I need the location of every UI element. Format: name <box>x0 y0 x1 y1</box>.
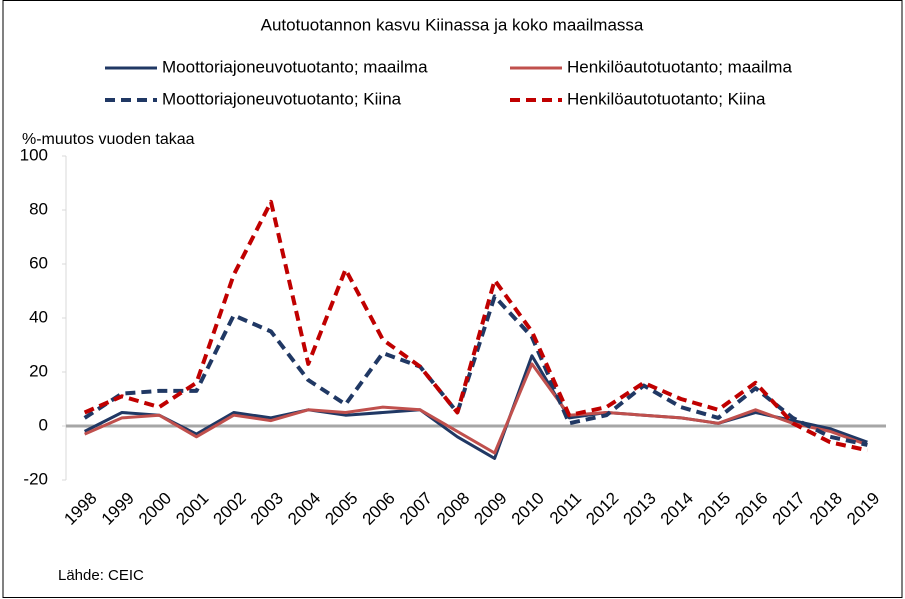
legend-label: Moottoriajoneuvotuotanto; maailma <box>162 57 428 76</box>
x-tick-label: 2001 <box>172 489 212 529</box>
legend-label: Henkilöautotuotanto; maailma <box>567 57 792 76</box>
y-tick-label: 20 <box>29 361 48 380</box>
legend-label: Moottoriajoneuvotuotanto; Kiina <box>162 89 402 108</box>
x-tick-label: 2015 <box>694 489 734 529</box>
source: Lähde: CEIC <box>58 567 144 584</box>
x-tick-label: 2006 <box>359 489 399 529</box>
x-tick-label: 2017 <box>769 489 809 529</box>
y-tick-label: 100 <box>20 145 48 164</box>
y-tick-label: 40 <box>29 307 48 326</box>
x-tick-label: 2000 <box>135 489 175 529</box>
x-tick-label: 2016 <box>731 489 771 529</box>
x-tick-label: 2002 <box>210 489 250 529</box>
x-tick-label: 2013 <box>620 489 660 529</box>
y-tick-label: 80 <box>29 199 48 218</box>
x-tick-label: 2007 <box>396 489 436 529</box>
x-tick-label: 2014 <box>657 489 697 529</box>
x-tick-label: 2004 <box>284 489 324 529</box>
legend-label: Henkilöautotuotanto; Kiina <box>567 89 766 108</box>
x-tick-label: 2008 <box>433 489 473 529</box>
chart-title: Autotuotannon kasvu Kiinassa ja koko maa… <box>261 15 644 34</box>
x-tick-label: 2019 <box>843 489 883 529</box>
y-tick-label: 60 <box>29 253 48 272</box>
x-tick-label: 2005 <box>321 489 361 529</box>
line-series <box>84 362 868 455</box>
line-series <box>83 199 868 453</box>
x-tick-label: 2009 <box>470 489 510 529</box>
x-tick-label: 2018 <box>806 489 846 529</box>
x-tick-label: 1998 <box>60 489 100 529</box>
x-tick-label: 2012 <box>582 489 622 529</box>
x-tick-label: 2003 <box>247 489 287 529</box>
y-axis-label: %-muutos vuoden takaa <box>22 131 195 148</box>
y-tick-label: 0 <box>39 415 48 434</box>
line-series <box>83 294 868 447</box>
y-tick-label: -20 <box>23 469 48 488</box>
x-tick-label: 2011 <box>546 489 585 528</box>
x-tick-label: 1999 <box>98 489 138 529</box>
x-tick-label: 2010 <box>508 489 548 529</box>
